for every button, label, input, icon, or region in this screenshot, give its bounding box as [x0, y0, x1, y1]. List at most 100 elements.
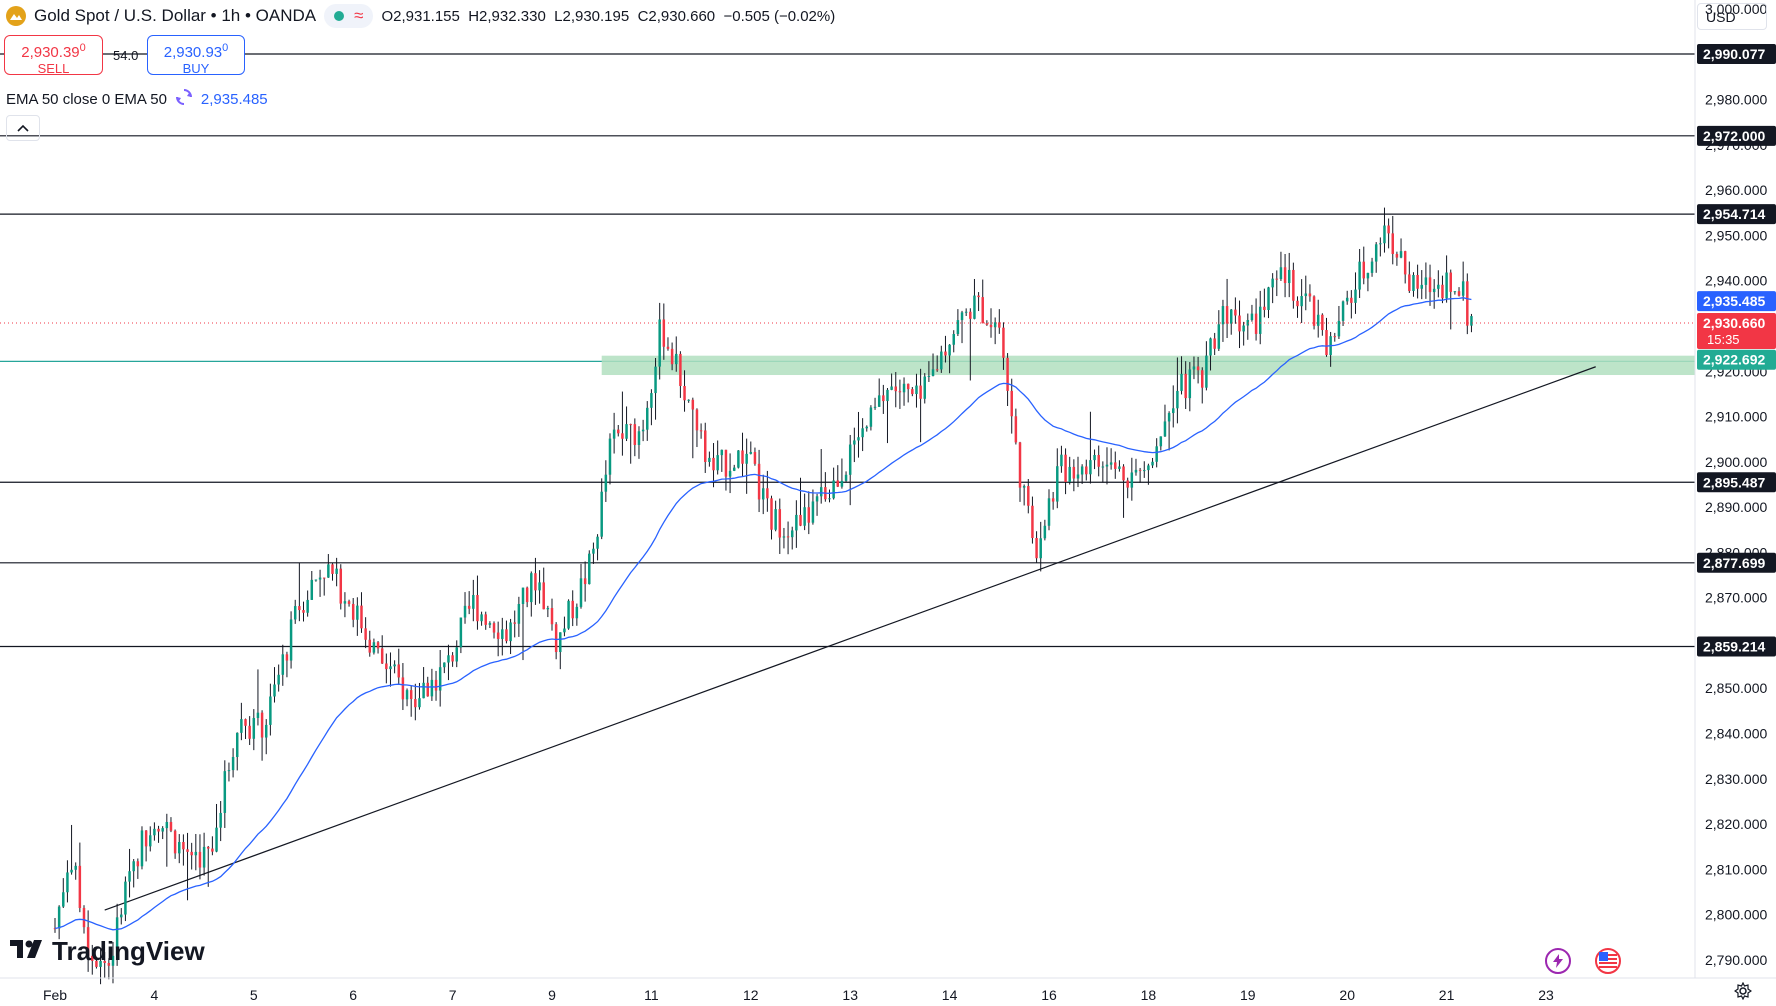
candle-body [873, 406, 877, 408]
x-axis-tick-label: 12 [743, 987, 759, 1003]
candle-body [579, 578, 583, 607]
candle-body [894, 386, 898, 392]
candle-body [206, 846, 210, 849]
candle-body [1275, 278, 1279, 280]
candle-body [716, 455, 719, 471]
us-flag-icon[interactable] [1595, 948, 1621, 974]
level-price-label: 2,972.000 [1703, 128, 1765, 144]
candle-body [1432, 288, 1436, 293]
candle-body [1138, 469, 1142, 471]
candle-body [1428, 277, 1432, 293]
candle-body [1039, 538, 1042, 559]
candle-body [1093, 454, 1096, 461]
currency-selector[interactable]: USD [1697, 3, 1767, 30]
candle-body [1350, 297, 1353, 303]
candle-body [182, 842, 185, 850]
settings-gear-icon[interactable] [1733, 981, 1753, 1005]
candle-body [1064, 454, 1067, 483]
candle-body [741, 450, 744, 464]
level-price-tag [1697, 43, 1776, 64]
candle-body [1085, 466, 1088, 475]
candle-body [1213, 338, 1216, 349]
candle-body [749, 452, 753, 454]
last-price-label: 2,930.660 [1703, 315, 1765, 331]
candle-body [836, 480, 840, 487]
candle-body [364, 628, 367, 640]
candle-body [877, 395, 881, 407]
symbol-title[interactable]: Gold Spot / U.S. Dollar • 1h • OANDA [34, 6, 317, 25]
candle-body [530, 573, 533, 603]
candle-body [1080, 466, 1084, 475]
candle-body [1354, 289, 1357, 303]
collapse-legend-button[interactable] [6, 115, 40, 141]
candle-body [1014, 416, 1018, 443]
candle-body [960, 312, 964, 321]
candle-body [380, 648, 384, 664]
candle-body [911, 389, 914, 395]
candle-body [211, 848, 214, 852]
x-axis-tick-label: Feb [43, 987, 67, 1003]
candle-body [53, 928, 57, 930]
lightning-icon[interactable] [1545, 948, 1571, 974]
candle-body [1254, 313, 1258, 334]
candle-body [525, 587, 529, 603]
candle-body [153, 828, 156, 836]
candle-body [1358, 261, 1361, 290]
candle-body [1250, 313, 1254, 321]
y-axis-tick-label: 2,800.000 [1705, 907, 1767, 923]
currency-label: USD [1706, 9, 1736, 25]
market-status-pill[interactable]: ≈ [324, 4, 374, 28]
candle-body [385, 663, 388, 670]
candle-body [376, 642, 380, 649]
candle-body [1234, 309, 1237, 316]
candle-body [1134, 469, 1138, 473]
candle-body [1399, 251, 1403, 258]
candle-body [513, 622, 516, 624]
candle-body [1292, 269, 1295, 301]
candle-body [629, 424, 632, 426]
last-price-tag [1697, 313, 1776, 350]
candle-body [819, 487, 823, 497]
candle-body [149, 835, 152, 847]
candle-body [476, 595, 479, 622]
candle-body [451, 655, 454, 662]
candle-body [1126, 480, 1129, 488]
candle-body [1143, 470, 1146, 472]
candle-body [161, 828, 164, 832]
candle-body [343, 601, 347, 604]
candle-body [463, 605, 467, 618]
candle-body [302, 610, 305, 613]
candle-body [1200, 370, 1204, 388]
buy-button[interactable]: 2,930.930 BUY [147, 35, 245, 76]
candle-body [124, 881, 127, 915]
candle-body [488, 623, 492, 625]
candle-body [318, 577, 322, 580]
candle-body [1118, 466, 1121, 469]
candle-body [438, 667, 442, 691]
candle-body [91, 955, 94, 961]
candle-body [542, 582, 545, 610]
candle-body [790, 530, 794, 538]
candle-body [492, 623, 496, 633]
candle-body [310, 579, 314, 600]
ohlc-values: O2,931.155 H2,932.330 L2,930.195 C2,930.… [381, 8, 835, 25]
candle-body [1010, 390, 1013, 417]
candle-body [1453, 291, 1457, 293]
candle-body [289, 619, 293, 661]
candle-body [944, 351, 947, 356]
candle-body [931, 369, 935, 376]
candle-body [1408, 274, 1411, 291]
candle-body [227, 770, 231, 772]
level-price-tag [1697, 204, 1776, 225]
sell-button[interactable]: 2,930.390 SELL [4, 35, 103, 76]
buy-label: BUY [182, 61, 210, 76]
candle-body [1341, 301, 1345, 321]
candle-body [409, 690, 413, 700]
candle-body [1051, 498, 1055, 502]
candle-body [455, 647, 458, 662]
candle-body [397, 664, 401, 678]
candle-body [596, 536, 599, 549]
indicator-legend[interactable]: EMA 50 close 0 EMA 50 2,935.485 [6, 88, 268, 110]
candle-body [1196, 366, 1200, 371]
